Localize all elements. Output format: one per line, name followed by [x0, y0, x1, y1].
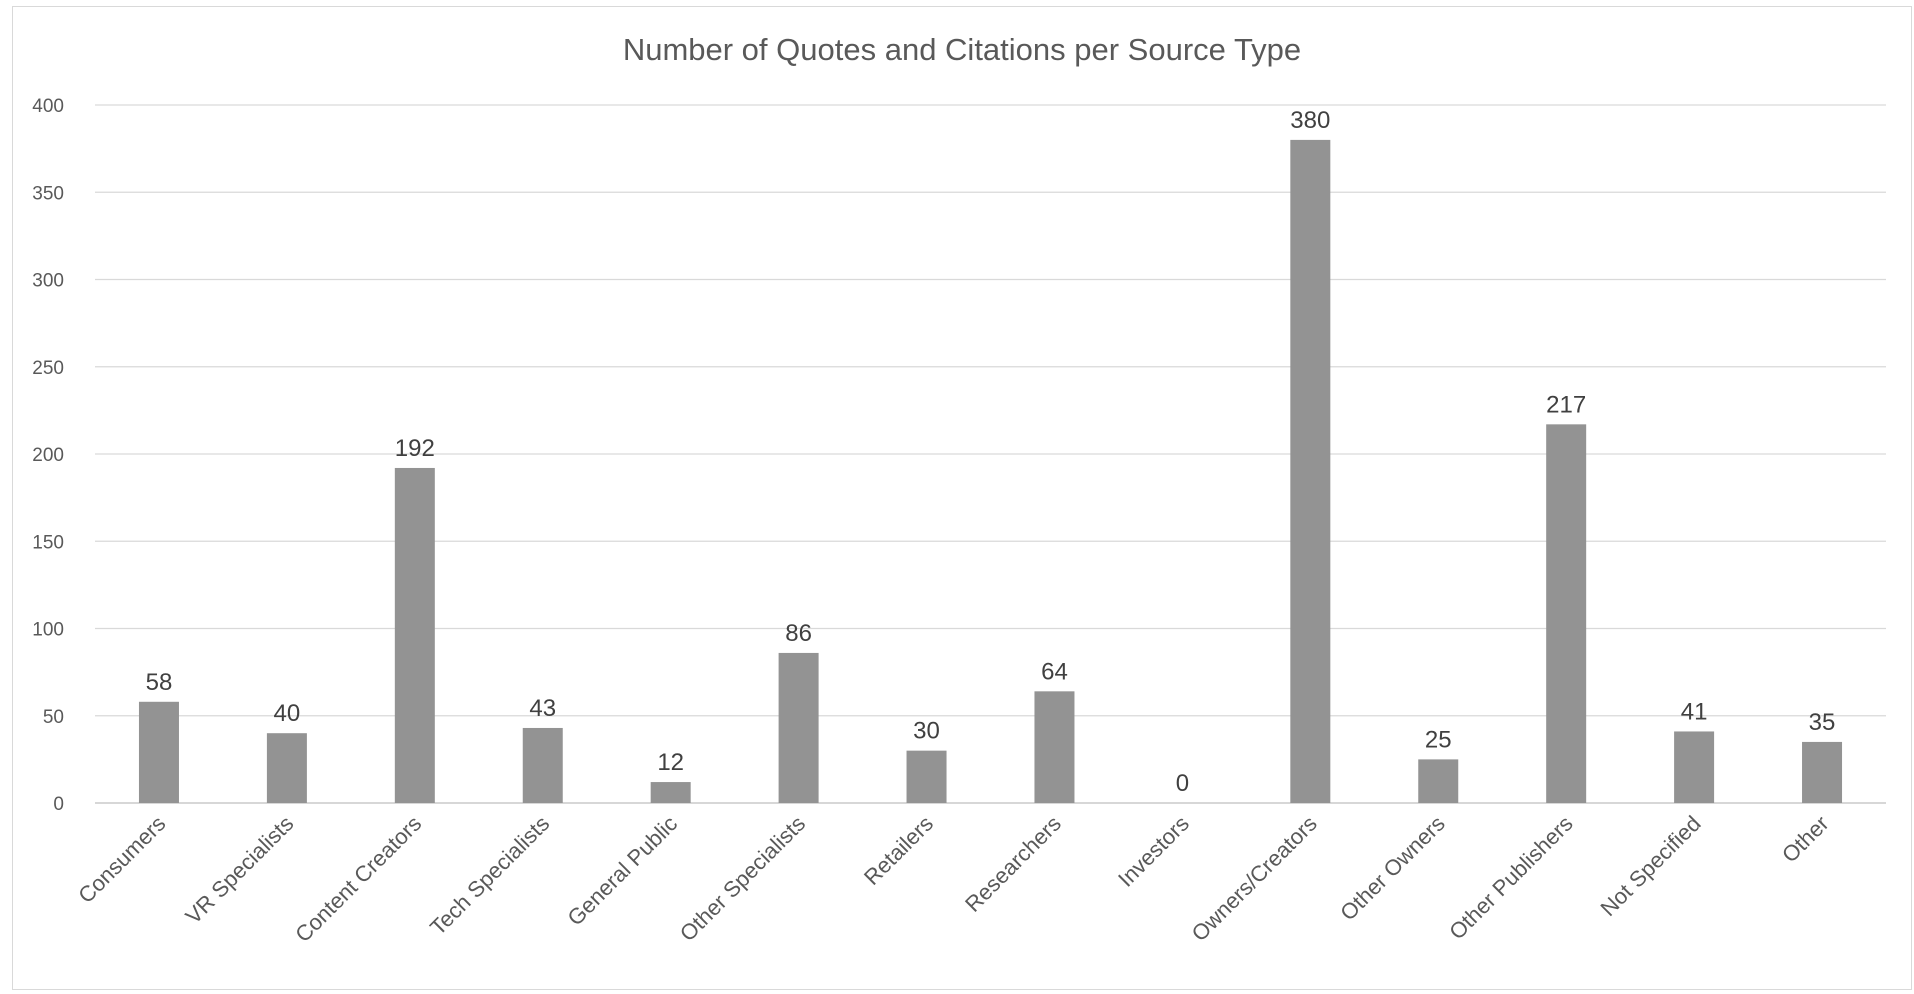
x-tick-label: Other Publishers: [1444, 811, 1578, 945]
x-tick-label: Consumers: [73, 811, 170, 908]
data-label: 41: [1681, 698, 1708, 725]
bar: [138, 701, 179, 803]
bar: [1418, 759, 1459, 803]
y-tick-label: 200: [32, 445, 64, 466]
gridlines: [95, 104, 1886, 804]
bar: [1034, 691, 1075, 803]
y-tick-label: 250: [32, 358, 64, 379]
data-labels: 58 40 192 43 12 86 30 64 0 380 25 217 41 35: [146, 107, 1836, 797]
bar: [1802, 741, 1843, 803]
y-axis-ticks: 0 50 100 150 200 250 300 350 400: [32, 96, 64, 815]
x-tick-label: Other: [1777, 811, 1834, 868]
y-tick-label: 300: [32, 271, 64, 292]
bars: [138, 139, 1843, 803]
data-label: 217: [1546, 391, 1586, 418]
bar: [778, 652, 819, 803]
data-label: 25: [1425, 726, 1452, 753]
x-tick-label: Other Owners: [1335, 811, 1450, 926]
data-label: 86: [785, 620, 812, 647]
bar: [1546, 424, 1587, 803]
y-tick-label: 100: [32, 620, 64, 641]
data-label: 35: [1809, 709, 1836, 736]
data-label: 12: [657, 749, 684, 776]
x-tick-label: Other Specialists: [675, 811, 810, 946]
data-label: 58: [146, 669, 173, 696]
x-tick-label: Investors: [1113, 811, 1194, 892]
y-tick-label: 150: [32, 532, 64, 553]
y-tick-label: 350: [32, 183, 64, 204]
x-tick-label: Researchers: [960, 811, 1066, 917]
data-label: 380: [1290, 107, 1330, 134]
data-label: 40: [274, 700, 301, 727]
bar: [522, 727, 563, 803]
x-tick-label: VR Specialists: [180, 811, 298, 929]
x-tick-label: Retailers: [859, 811, 938, 890]
x-tick-label: General Public: [562, 811, 682, 931]
data-label: 0: [1176, 770, 1189, 797]
data-label: 192: [395, 435, 435, 462]
bar: [266, 733, 307, 803]
bar: [1290, 139, 1331, 803]
chart-title: Number of Quotes and Citations per Sourc…: [623, 32, 1301, 67]
data-label: 64: [1041, 658, 1068, 685]
y-tick-label: 0: [53, 794, 64, 815]
x-tick-label: Owners/Creators: [1187, 811, 1322, 946]
x-tick-label: Content Creators: [290, 811, 426, 947]
y-tick-label: 50: [43, 707, 64, 728]
chart-frame: [12, 6, 1912, 990]
bar: [1674, 731, 1715, 803]
data-label: 43: [529, 695, 556, 722]
bar: [906, 750, 947, 803]
y-tick-label: 400: [32, 96, 64, 117]
bar: [394, 467, 435, 803]
bar: [650, 782, 691, 803]
x-tick-label: Not Specified: [1595, 811, 1705, 921]
x-tick-label: Tech Specialists: [425, 811, 554, 940]
data-label: 30: [913, 718, 940, 745]
